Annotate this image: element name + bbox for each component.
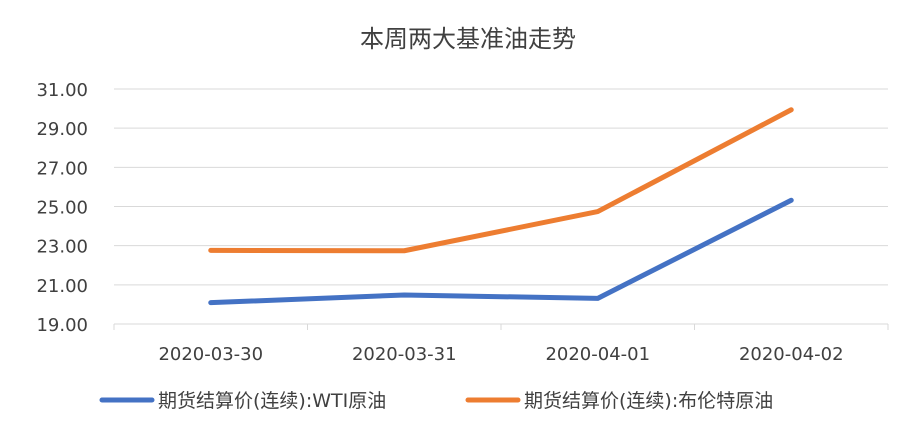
y-tick-label: 23.00	[36, 237, 88, 258]
x-tick-label: 2020-03-30	[158, 344, 263, 365]
x-tick-label: 2020-04-02	[739, 344, 844, 365]
series-line-2	[208, 107, 794, 254]
chart-title: 本周两大基准油走势	[360, 25, 576, 53]
x-tick-label: 2020-04-01	[545, 344, 650, 365]
legend-label: 期货结算价(连续):WTI原油	[158, 390, 386, 412]
legend-label: 期货结算价(连续):布伦特原油	[524, 390, 773, 412]
y-tick-label: 25.00	[36, 198, 88, 219]
y-tick-label: 19.00	[36, 315, 88, 336]
series-line-1	[208, 197, 794, 306]
y-tick-label: 21.00	[36, 276, 88, 297]
y-tick-label: 31.00	[36, 80, 88, 101]
y-tick-label: 29.00	[36, 119, 88, 140]
y-tick-label: 27.00	[36, 158, 88, 179]
x-tick-label: 2020-03-31	[352, 344, 457, 365]
